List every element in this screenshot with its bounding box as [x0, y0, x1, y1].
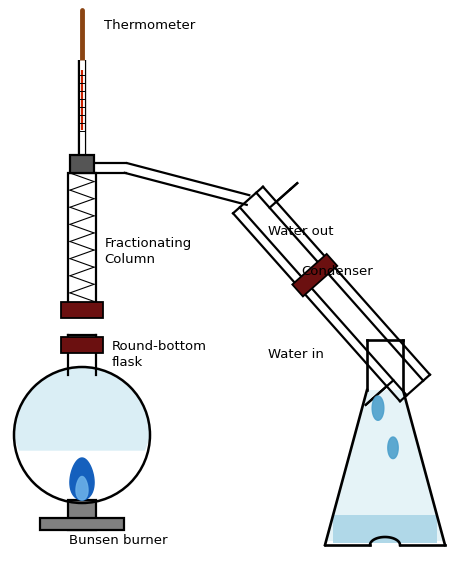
Polygon shape: [292, 254, 337, 296]
Text: Round-bottom
flask: Round-bottom flask: [111, 340, 206, 369]
Bar: [61, 337, 103, 353]
Polygon shape: [14, 367, 150, 450]
Text: Bunsen burner: Bunsen burner: [69, 534, 167, 547]
Bar: [68, 173, 96, 310]
Text: Thermometer: Thermometer: [104, 19, 196, 32]
Bar: [68, 500, 96, 530]
Text: Condenser: Condenser: [301, 265, 373, 278]
Polygon shape: [76, 476, 88, 500]
Bar: [61, 302, 103, 318]
Polygon shape: [333, 515, 437, 543]
Text: Fractionating
Column: Fractionating Column: [104, 237, 191, 266]
Polygon shape: [372, 396, 384, 420]
Polygon shape: [388, 437, 398, 459]
Polygon shape: [325, 390, 445, 541]
Bar: [70, 155, 94, 173]
Polygon shape: [70, 458, 94, 500]
Text: Water out: Water out: [268, 225, 333, 238]
Text: Water in: Water in: [268, 348, 324, 361]
Bar: [40, 518, 124, 530]
